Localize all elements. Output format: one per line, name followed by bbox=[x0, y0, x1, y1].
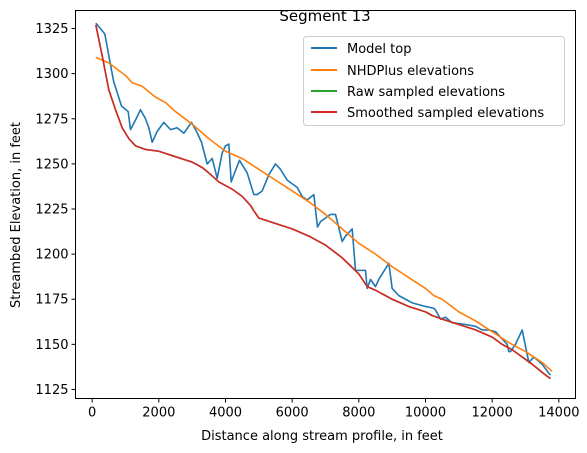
legend-label-smoothed-sampled: Smoothed sampled elevations bbox=[347, 106, 544, 121]
series-layer bbox=[95, 22, 553, 380]
y-tick-label: 1225 bbox=[35, 203, 68, 218]
x-tick-label: 0 bbox=[88, 406, 96, 421]
x-tick-label: 2000 bbox=[142, 406, 175, 421]
x-tick-label: 6000 bbox=[276, 406, 309, 421]
x-tick-label: 4000 bbox=[209, 406, 242, 421]
y-tick-label: 1125 bbox=[35, 383, 68, 398]
series-line-smoothed-sampled-elevations bbox=[95, 24, 551, 380]
x-axis-ticks: 0 2000 4000 6000 8000 10000 12000 14000 bbox=[88, 398, 580, 421]
legend-label-model-top: Model top bbox=[347, 42, 411, 57]
x-tick-label: 12000 bbox=[471, 406, 512, 421]
legend-label-nhdplus: NHDPlus elevations bbox=[347, 64, 474, 79]
x-axis-label: Distance along stream profile, in feet bbox=[201, 429, 443, 444]
plot-frame bbox=[75, 10, 576, 399]
y-tick-label: 1275 bbox=[35, 112, 68, 127]
y-tick-label: 1200 bbox=[35, 248, 68, 263]
x-tick-label: 14000 bbox=[538, 406, 579, 421]
chart-title: Segment 13 bbox=[279, 7, 370, 25]
y-tick-label: 1150 bbox=[35, 338, 68, 353]
y-axis-label: Streambed Elevation, in feet bbox=[9, 122, 24, 308]
series-line-nhdplus-elevations bbox=[95, 56, 553, 373]
series-line-model-top bbox=[95, 22, 552, 376]
y-tick-label: 1300 bbox=[35, 67, 68, 82]
x-tick-label: 10000 bbox=[405, 406, 446, 421]
legend-label-raw-sampled: Raw sampled elevations bbox=[347, 85, 505, 100]
y-tick-label: 1175 bbox=[35, 293, 68, 308]
y-tick-label: 1325 bbox=[35, 22, 68, 37]
x-tick-label: 8000 bbox=[342, 406, 375, 421]
y-axis-ticks: 1125 1150 1175 1200 1225 1250 1275 1300 1325 bbox=[35, 22, 76, 398]
legend: Model top NHDPlus elevations Raw sampled… bbox=[303, 36, 565, 126]
y-tick-label: 1250 bbox=[35, 157, 68, 172]
legend-frame bbox=[303, 36, 565, 126]
